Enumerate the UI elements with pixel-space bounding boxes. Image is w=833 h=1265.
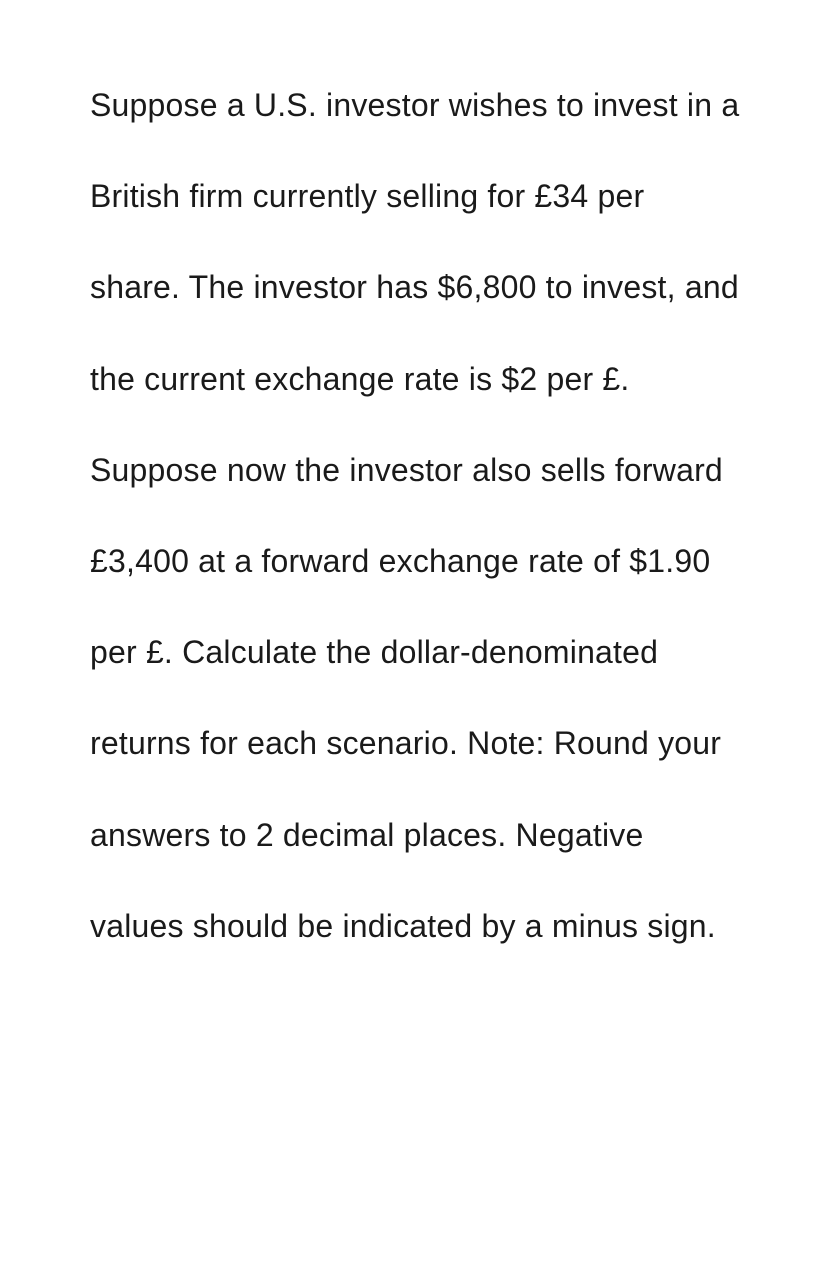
question-paragraph: Suppose a U.S. investor wishes to invest…: [90, 60, 743, 972]
